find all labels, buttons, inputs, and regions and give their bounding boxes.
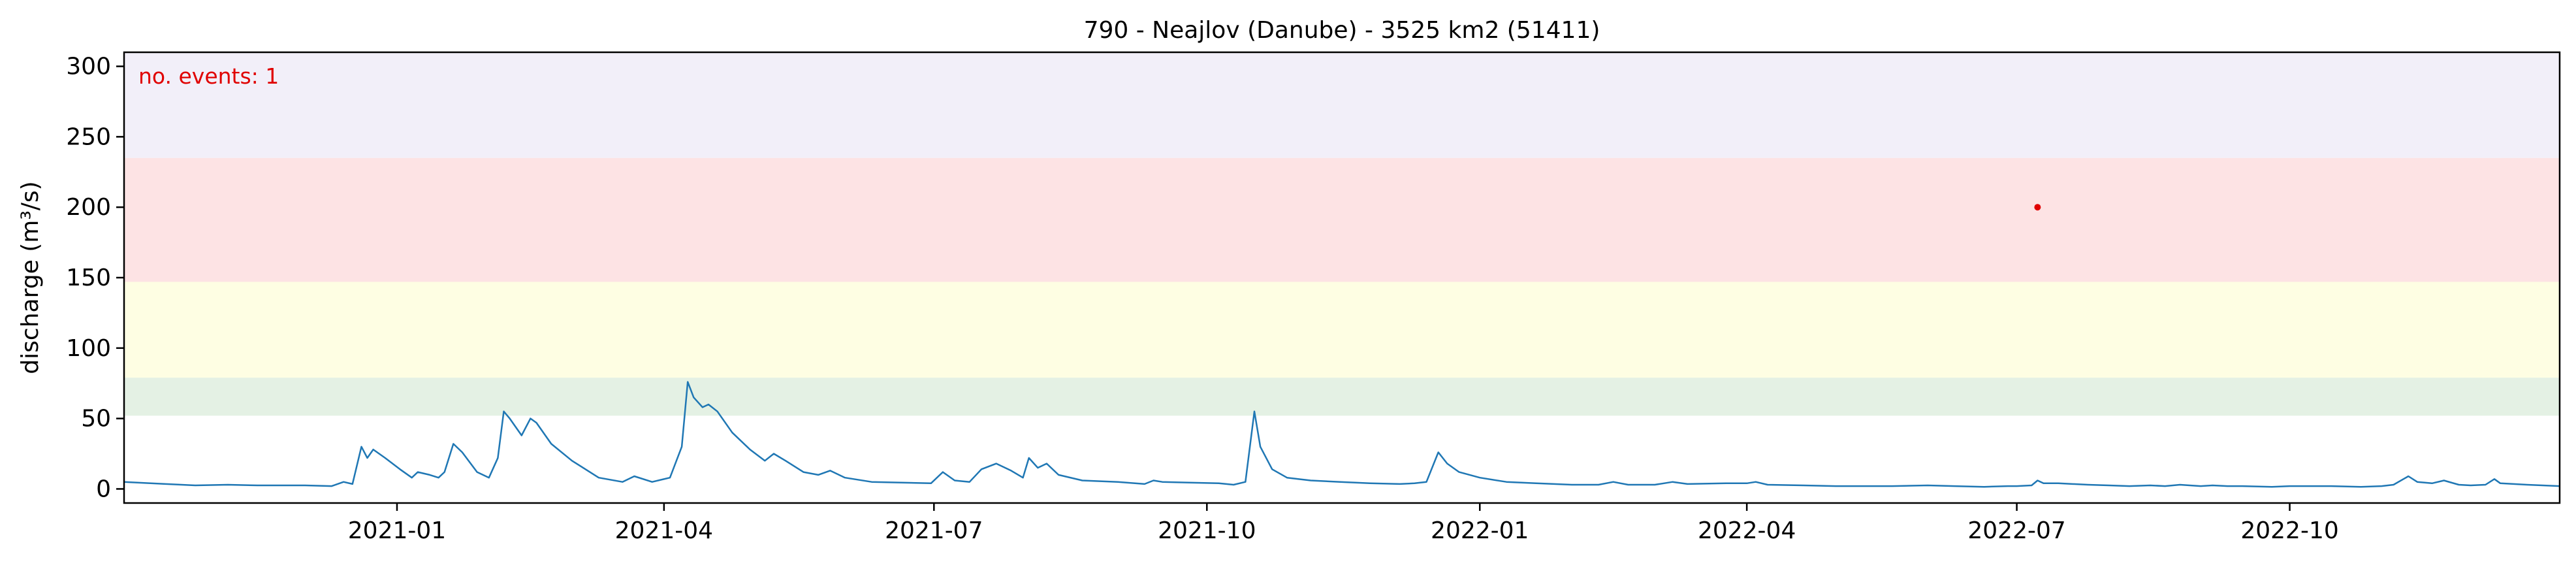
y-tick-label: 100 [66, 335, 111, 362]
x-tick-label: 2022-10 [2240, 517, 2338, 544]
y-tick-label: 250 [66, 123, 111, 150]
threshold-band-4 [124, 52, 2560, 158]
threshold-band-3 [124, 157, 2560, 282]
x-tick-label: 2022-01 [1431, 517, 1529, 544]
y-tick-label: 200 [66, 194, 111, 221]
x-tick-label: 2022-07 [1967, 517, 2065, 544]
threshold-bands [124, 52, 2560, 416]
chart-title: 790 - Neajlov (Danube) - 3525 km2 (51411… [1084, 17, 1600, 44]
x-tick-label: 2021-01 [348, 517, 446, 544]
y-axis: 0 50 100 150 200 250 300 [66, 54, 124, 502]
x-axis: 2021-01 2021-04 2021-07 2021-10 2022-01 2022-… [348, 503, 2339, 544]
series-line-1 [123, 381, 2560, 488]
y-axis-label: discharge (m³/s) [17, 181, 44, 374]
events-count-annotation: no. events: 1 [138, 63, 279, 89]
events-layer [2034, 204, 2041, 211]
x-tick-label: 2021-10 [1158, 517, 1256, 544]
threshold-band-1 [124, 378, 2560, 416]
threshold-band-2 [124, 282, 2560, 378]
y-tick-label: 0 [96, 476, 111, 502]
y-tick-label: 300 [66, 54, 111, 80]
event-marker-1 [2034, 204, 2041, 211]
x-tick-label: 2021-07 [885, 517, 983, 544]
x-tick-label: 2021-04 [615, 517, 713, 544]
series-layer [123, 381, 2560, 488]
y-tick-label: 150 [66, 265, 111, 291]
x-tick-label: 2022-04 [1698, 517, 1796, 544]
y-tick-label: 50 [81, 406, 111, 432]
